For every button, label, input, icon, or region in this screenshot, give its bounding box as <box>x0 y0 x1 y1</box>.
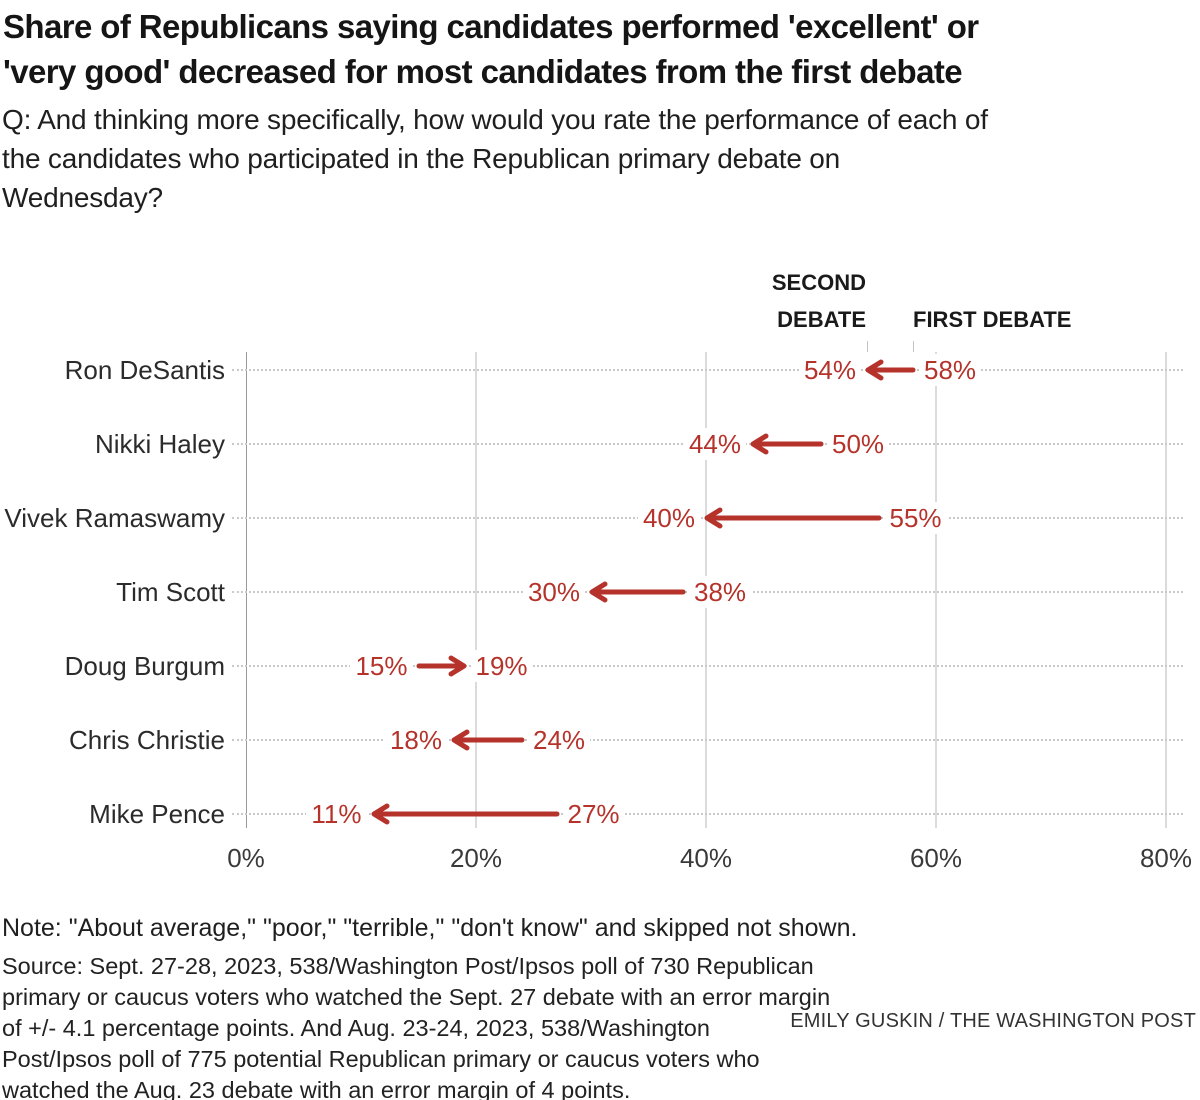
byline-credit: EMILY GUSKIN / THE WASHINGTON POST <box>790 1010 1196 1032</box>
first-debate-value: 24% <box>528 724 591 756</box>
poll-question: Q: And thinking more specifically, how w… <box>2 104 988 213</box>
zero-gridline <box>245 352 247 828</box>
row-leader-dots <box>232 665 1183 667</box>
x-axis-label: 0% <box>227 843 265 873</box>
candidate-label: Vivek Ramaswamy <box>4 503 225 533</box>
decrease-arrow <box>865 359 916 381</box>
row-leader-dots <box>232 813 1183 815</box>
first-debate-tick <box>913 341 914 352</box>
decrease-arrow <box>704 507 882 529</box>
candidate-label: Mike Pence <box>89 799 225 829</box>
x-axis-label: 80% <box>1139 843 1193 873</box>
first-debate-value: 55% <box>884 502 947 534</box>
second-debate-tick <box>867 341 868 352</box>
first-debate-value: 38% <box>689 576 752 608</box>
candidate-label: Chris Christie <box>68 725 225 755</box>
candidate-label: Nikki Haley <box>94 429 225 459</box>
decrease-arrow <box>451 729 525 751</box>
second-debate-value: 44% <box>683 428 746 460</box>
second-debate-value: 18% <box>384 724 447 756</box>
decrease-arrow <box>750 433 824 455</box>
footnote: Note: "About average," "poor," "terrible… <box>2 914 858 942</box>
gridline <box>935 352 937 828</box>
second-debate-value: 19% <box>470 650 533 682</box>
candidate-label: Tim Scott <box>116 577 225 607</box>
x-axis-label: 40% <box>679 843 733 873</box>
x-axis-label: 60% <box>909 843 963 873</box>
source-text: Source: Sept. 27-28, 2023, 538/Washingto… <box>2 953 831 1100</box>
first-debate-header: FIRST DEBATE <box>913 307 1072 332</box>
second-debate-header: SECOND DEBATE <box>771 270 866 332</box>
gridline <box>475 352 477 828</box>
second-debate-value: 54% <box>798 354 861 386</box>
arrow-chart: SECOND DEBATE FIRST DEBATE Ron DeSantis 5… <box>0 262 1200 894</box>
first-debate-value: 15% <box>350 650 413 682</box>
second-debate-value: 40% <box>637 502 700 534</box>
row-leader-dots <box>232 739 1183 741</box>
decrease-arrow <box>371 803 559 825</box>
candidate-label: Doug Burgum <box>64 651 225 681</box>
chart-title: Share of Republicans saying candidates p… <box>3 8 979 90</box>
first-debate-value: 58% <box>919 354 982 386</box>
second-debate-value: 30% <box>522 576 585 608</box>
row-leader-dots <box>232 369 1183 371</box>
gridline <box>1165 352 1167 828</box>
second-debate-value: 11% <box>306 798 367 830</box>
x-axis-label: 20% <box>449 843 503 873</box>
first-debate-value: 50% <box>827 428 890 460</box>
increase-arrow <box>416 655 466 677</box>
first-debate-value: 27% <box>562 798 625 830</box>
candidate-label: Ron DeSantis <box>64 355 225 385</box>
decrease-arrow <box>589 581 686 603</box>
